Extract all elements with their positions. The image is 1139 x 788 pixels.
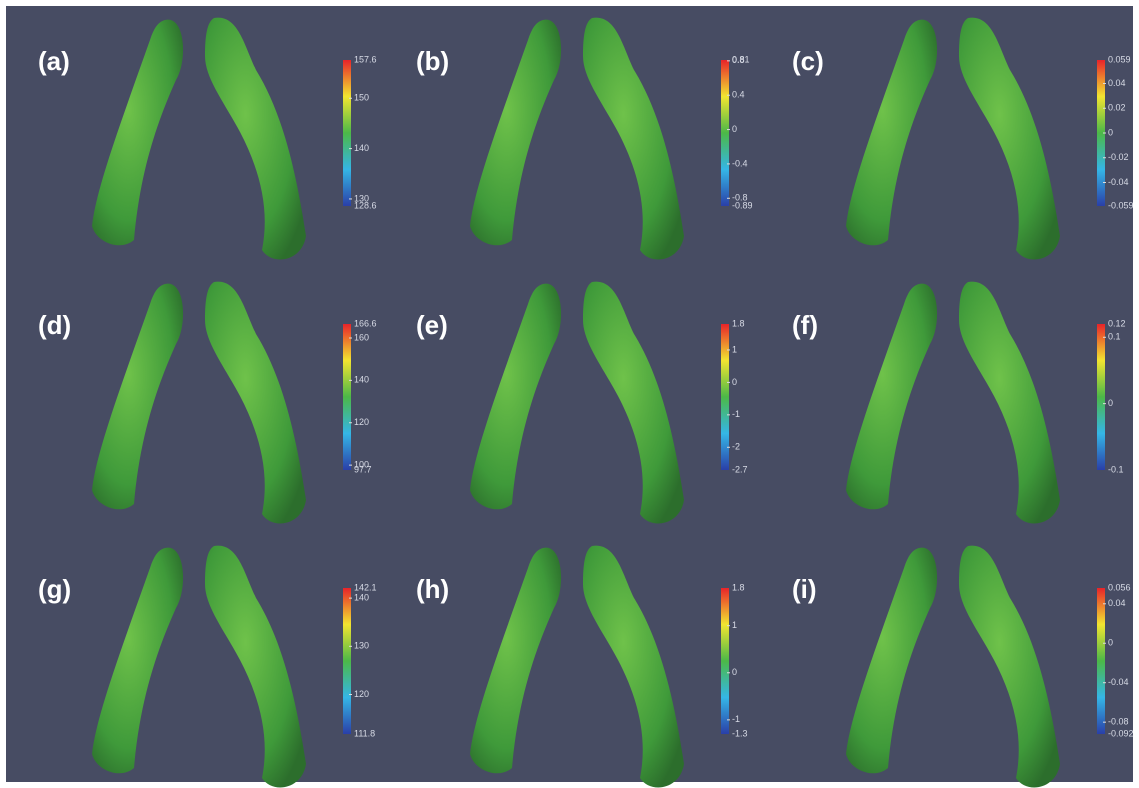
panel-label: (a) (38, 46, 70, 76)
colorbar-tick-label: -0.02 (1108, 152, 1129, 162)
colorbar-tick-label: 1 (732, 620, 737, 630)
panel-label: (c) (792, 46, 824, 76)
colorbar-end-label: 142.1 (354, 582, 377, 592)
panel-label: (d) (38, 310, 71, 340)
colorbar-tick-label: 160 (354, 332, 369, 342)
colorbar (721, 60, 729, 206)
colorbar (343, 588, 351, 734)
figure: (a)157.6128.6150140130(b)0.81-0.890.80.4… (0, 0, 1139, 788)
colorbar-end-label: 111.8 (354, 728, 375, 738)
colorbar (1097, 588, 1105, 734)
colorbar-tick-label: 0 (732, 667, 737, 677)
colorbar-end-label: -1.3 (732, 728, 748, 738)
colorbar-tick-label: 130 (354, 641, 369, 651)
colorbar-tick-label: -0.4 (732, 158, 748, 168)
panel-label: (i) (792, 574, 817, 604)
colorbar-tick-label: 120 (354, 689, 369, 699)
colorbar (721, 324, 729, 470)
colorbar-tick-label: 0.8 (732, 55, 745, 65)
colorbar-end-label: 0.056 (1108, 582, 1131, 592)
colorbar-tick-label: -1 (732, 409, 740, 419)
background (6, 6, 1133, 782)
colorbar (1097, 324, 1105, 470)
colorbar-tick-label: 0 (1108, 638, 1113, 648)
colorbar-tick-label: 0 (1108, 127, 1113, 137)
colorbar-tick-label: 0 (732, 124, 737, 134)
colorbar-end-label: -0.092 (1108, 728, 1134, 738)
colorbar-tick-label: -2 (732, 442, 740, 452)
colorbar-end-label: 0.059 (1108, 54, 1131, 64)
colorbar-tick-label: 0 (732, 377, 737, 387)
colorbar-end-label: 157.6 (354, 54, 377, 64)
colorbar-end-label: -0.1 (1108, 464, 1124, 474)
colorbar-tick-label: 140 (354, 592, 369, 602)
colorbar-end-label: 166.6 (354, 318, 377, 328)
colorbar-tick-label: 100 (354, 460, 369, 470)
colorbar-tick-label: 0.4 (732, 90, 745, 100)
colorbar-tick-label: 0.04 (1108, 78, 1126, 88)
colorbar-tick-label: -0.08 (1108, 717, 1129, 727)
colorbar-tick-label: -0.8 (732, 193, 748, 203)
colorbar-tick-label: 150 (354, 93, 369, 103)
colorbar (343, 60, 351, 206)
panel-label: (e) (416, 310, 448, 340)
colorbar-tick-label: 130 (354, 193, 369, 203)
panel-label: (g) (38, 574, 71, 604)
colorbar-tick-label: 0 (1108, 398, 1113, 408)
panel-label: (h) (416, 574, 449, 604)
colorbar-tick-label: 140 (354, 375, 369, 385)
colorbar-tick-label: 120 (354, 417, 369, 427)
panel-label: (b) (416, 46, 449, 76)
colorbar-tick-label: 140 (354, 143, 369, 153)
colorbar (721, 588, 729, 734)
colorbar (343, 324, 351, 470)
colorbar-end-label: 0.12 (1108, 318, 1126, 328)
colorbar-end-label: -0.059 (1108, 200, 1134, 210)
colorbar-tick-label: 0.04 (1108, 598, 1126, 608)
colorbar-end-label: 1.8 (732, 318, 745, 328)
panel-label: (f) (792, 310, 818, 340)
colorbar-end-label: -2.7 (732, 464, 748, 474)
colorbar-tick-label: 0.1 (1108, 332, 1121, 342)
colorbar-tick-label: 1 (732, 344, 737, 354)
colorbar-tick-label: -0.04 (1108, 677, 1129, 687)
colorbar-end-label: 1.8 (732, 582, 745, 592)
colorbar-tick-label: 0.02 (1108, 103, 1126, 113)
colorbar-tick-label: -1 (732, 714, 740, 724)
colorbar-tick-label: -0.04 (1108, 177, 1129, 187)
